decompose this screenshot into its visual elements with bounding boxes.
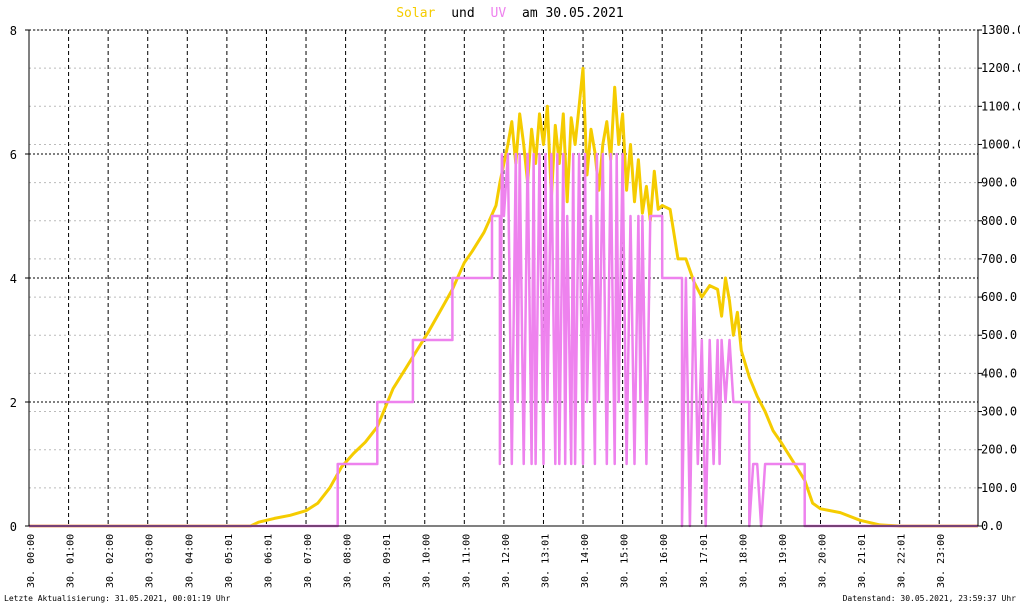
tick-labels: 0.0100.0200.0300.0400.0500.0600.0700.080… bbox=[10, 23, 1020, 588]
y-left-tick-label: 4 bbox=[10, 272, 17, 286]
x-tick-label: 30. 04:00 bbox=[184, 534, 195, 588]
x-tick-label: 30. 09:01 bbox=[382, 534, 393, 588]
x-tick-label: 30. 21:01 bbox=[857, 534, 868, 588]
x-tick-label: 30. 11:00 bbox=[461, 534, 472, 588]
y-right-tick-label: 1200.0 bbox=[981, 61, 1020, 75]
y-right-tick-label: 1000.0 bbox=[981, 137, 1020, 151]
x-tick-label: 30. 01:00 bbox=[66, 534, 77, 588]
series-line-solar bbox=[29, 66, 978, 528]
x-tick-label: 30. 16:00 bbox=[659, 534, 670, 588]
y-right-tick-label: 600.0 bbox=[981, 290, 1017, 304]
axes bbox=[25, 29, 982, 527]
x-tick-label: 30. 22:01 bbox=[897, 534, 908, 588]
y-right-tick-label: 400.0 bbox=[981, 366, 1017, 380]
y-right-tick-label: 0.0 bbox=[981, 519, 1003, 533]
y-right-tick-label: 200.0 bbox=[981, 443, 1017, 457]
x-tick-label: 30. 15:00 bbox=[620, 534, 631, 588]
title-solar: Solar bbox=[396, 6, 435, 21]
x-tick-label: 30. 08:00 bbox=[343, 534, 354, 588]
y-right-tick-label: 300.0 bbox=[981, 405, 1017, 419]
x-tick-label: 30. 20:00 bbox=[817, 534, 828, 588]
x-tick-label: 30. 14:00 bbox=[580, 534, 591, 588]
y-right-tick-label: 1100.0 bbox=[981, 99, 1020, 113]
y-right-tick-label: 900.0 bbox=[981, 176, 1017, 190]
chart-title: Solar und UV am 30.05.2021 bbox=[396, 6, 624, 21]
title-uv: UV bbox=[491, 6, 507, 21]
title-date: am 30.05.2021 bbox=[522, 6, 624, 21]
y-right-tick-label: 700.0 bbox=[981, 252, 1017, 266]
x-tick-label: 30. 06:01 bbox=[263, 534, 274, 588]
series-layer bbox=[29, 66, 978, 528]
x-tick-label: 30. 02:00 bbox=[105, 534, 116, 588]
x-tick-label: 30. 05:01 bbox=[224, 534, 235, 588]
x-tick-label: 30. 13:01 bbox=[540, 534, 551, 588]
x-tick-label: 30. 23:00 bbox=[936, 534, 947, 588]
x-tick-label: 30. 12:00 bbox=[501, 534, 512, 588]
y-right-tick-label: 800.0 bbox=[981, 214, 1017, 228]
y-left-tick-label: 2 bbox=[10, 396, 17, 410]
y-left-tick-label: 6 bbox=[10, 148, 17, 162]
x-tick-label: 30. 19:00 bbox=[778, 534, 789, 588]
series-line-uv bbox=[29, 152, 978, 528]
x-tick-label: 30. 00:00 bbox=[26, 534, 37, 588]
x-tick-label: 30. 07:00 bbox=[303, 534, 314, 588]
y-left-tick-label: 0 bbox=[10, 520, 17, 534]
x-tick-label: 30. 17:01 bbox=[699, 534, 710, 588]
x-tick-label: 30. 18:00 bbox=[738, 534, 749, 588]
grid bbox=[29, 29, 978, 527]
data-status-label: Datenstand: 30.05.2021, 23:59:37 Uhr bbox=[843, 594, 1017, 603]
title-und: und bbox=[451, 6, 474, 21]
y-right-tick-label: 500.0 bbox=[981, 328, 1017, 342]
y-left-tick-label: 8 bbox=[10, 24, 17, 38]
x-tick-label: 30. 03:00 bbox=[145, 534, 156, 588]
y-right-tick-label: 1300.0 bbox=[981, 23, 1020, 37]
y-right-tick-label: 100.0 bbox=[981, 481, 1017, 495]
last-update-label: Letzte Aktualisierung: 31.05.2021, 00:01… bbox=[4, 594, 231, 603]
x-tick-label: 30. 10:00 bbox=[422, 534, 433, 588]
